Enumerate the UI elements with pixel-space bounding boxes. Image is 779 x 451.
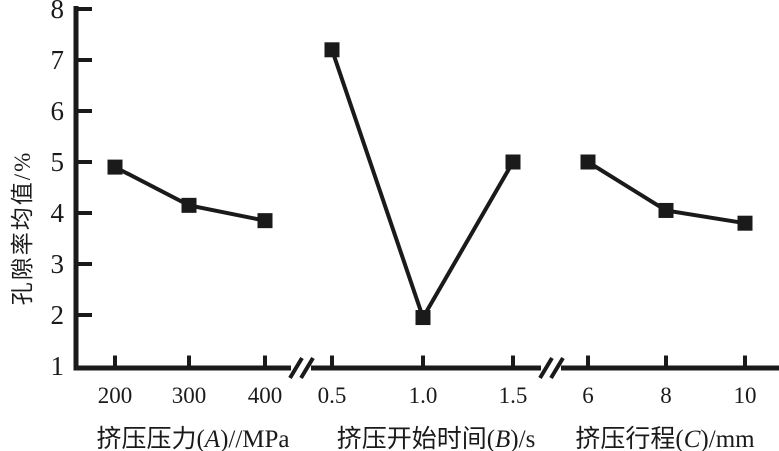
x-axis-title-C-suffix: )/mm [700,426,755,451]
x-axis-title-B-prefix: 挤压开始时间( [336,426,496,451]
x-axis-title-C-factor-letter: C [683,426,701,451]
x-tick-label-C-10: 10 [734,383,757,408]
x-axis-title-A: 挤压压力(A)//MPa [96,419,289,451]
x-axis-title-B: 挤压开始时间(B)/s [337,419,536,451]
x-axis-title-C: 挤压行程(C)/mm [575,419,754,451]
data-point-A-200 [107,159,123,175]
x-axis-title-A-prefix: 挤压压力( [96,426,205,451]
x-axis-title-A-suffix: )//MPa [220,426,290,451]
data-point-C-10 [737,215,753,231]
x-tick-label-B-1.0: 1.0 [409,383,438,408]
data-point-A-300 [181,197,197,213]
y-tick-label-7: 7 [51,45,65,75]
x-axis-title-B-factor-letter: B [495,426,511,451]
y-tick-label-1: 1 [51,351,65,381]
x-axis-title-B-suffix: )/s [510,426,536,451]
axis-break-icon-2-1 [538,356,554,380]
x-tick-label-C-6: 6 [582,383,594,408]
axis-break-icon-1-2 [299,356,315,380]
data-point-B-1.0 [415,310,431,326]
axis-break-icon-1-1 [288,356,304,380]
series-line-B [330,49,515,323]
x-tick-label-C-8: 8 [660,383,672,408]
y-tick-label-3: 3 [51,249,65,279]
data-point-C-8 [658,202,674,218]
x-tick-label-A-200: 200 [98,383,133,408]
data-point-B-1.5 [505,154,521,170]
y-tick-label-6: 6 [51,96,65,126]
data-point-A-400 [257,213,273,229]
x-axis-title-C-prefix: 挤压行程( [575,426,684,451]
data-point-B-0.5 [324,42,340,58]
y-tick-label-2: 2 [51,300,65,330]
x-tick-label-B-0.5: 0.5 [318,383,347,408]
y-tick-label-5: 5 [51,147,65,177]
x-axis-title-A-factor-letter: A [204,426,221,451]
data-point-C-6 [580,154,596,170]
x-tick-label-A-400: 400 [248,383,283,408]
y-axis-title: 孔隙率均值/% [10,150,35,306]
y-tick-label-4: 4 [51,198,65,228]
x-tick-label-B-1.5: 1.5 [499,383,528,408]
axis-break-icon-2-2 [549,356,565,380]
y-tick-label-8: 8 [51,0,65,24]
x-tick-label-A-300: 300 [172,383,207,408]
